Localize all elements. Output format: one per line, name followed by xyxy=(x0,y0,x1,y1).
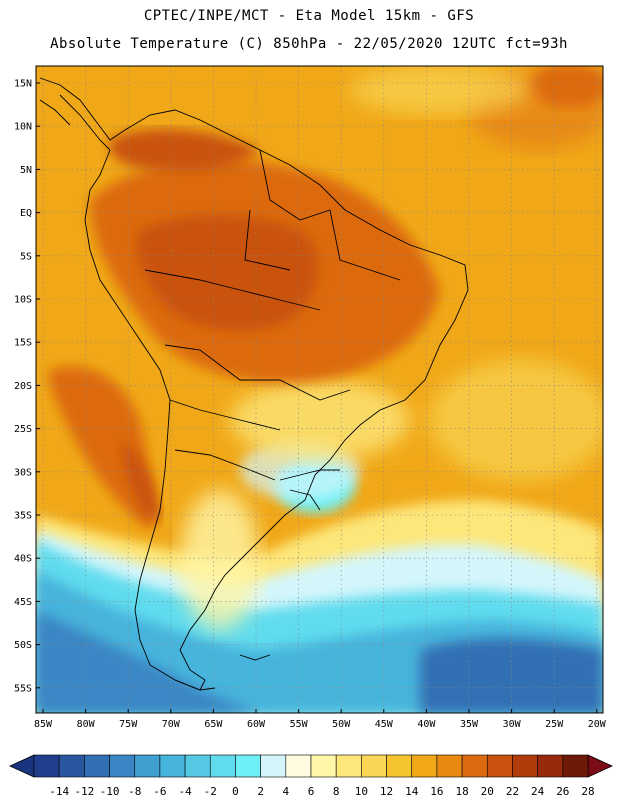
latitude-labels: 15N 10N 5N EQ 5S 10S 15S 20S 25S 30S 35S 40S 45S 50S 5… xyxy=(14,79,40,694)
colorbar-swatch xyxy=(159,754,186,778)
colorbar-swatch xyxy=(235,754,261,778)
temperature-field xyxy=(36,66,603,713)
lon-label: 30W xyxy=(503,719,522,730)
colorbar-label: 28 xyxy=(581,785,594,798)
colorbar-label: -14 xyxy=(49,785,69,798)
lat-label: 35S xyxy=(14,511,32,522)
lat-label: 55S xyxy=(14,683,32,694)
lon-label: 45W xyxy=(375,719,394,730)
lon-label: 55W xyxy=(290,719,309,730)
colorbar-label: -4 xyxy=(178,785,192,798)
colorbar-swatch xyxy=(184,754,211,778)
colorbar-swatch xyxy=(537,754,564,778)
lat-label: 10S xyxy=(14,295,32,306)
lon-label: 25W xyxy=(545,719,564,730)
lon-label: 35W xyxy=(460,719,479,730)
lat-label: 15S xyxy=(14,338,32,349)
colorbar-labels: -14 -12 -10 -8 -6 -4 -2 0 2 4 6 8 10 12 14 16 18 20 22 24 26… xyxy=(49,785,594,798)
lat-label: 45S xyxy=(14,597,32,608)
lat-label: 5N xyxy=(20,165,32,176)
title-line-1: CPTEC/INPE/MCT - Eta Model 15km - GFS xyxy=(143,8,475,24)
lat-label: 20S xyxy=(14,381,32,392)
colorbar-label: 22 xyxy=(506,785,519,798)
colorbar-under-triangle xyxy=(9,754,35,778)
map-frame xyxy=(35,65,604,714)
lon-label: 85W xyxy=(34,719,53,730)
lon-label: 20W xyxy=(588,719,607,730)
lat-label: 25S xyxy=(14,424,32,435)
colorbar-label: -12 xyxy=(74,785,94,798)
colorbar-swatch xyxy=(461,754,488,778)
lat-label: 40S xyxy=(14,554,32,565)
lon-label: 60W xyxy=(247,719,266,730)
coastlines xyxy=(39,77,469,691)
colorbar-swatch xyxy=(84,754,110,778)
colorbar-swatch xyxy=(285,754,312,778)
lon-label: 75W xyxy=(119,719,138,730)
colorbar-swatch xyxy=(486,754,513,778)
colorbar-label: 20 xyxy=(481,785,494,798)
colorbar-swatch xyxy=(109,754,136,778)
colorbar-label: 12 xyxy=(380,785,393,798)
lat-label: 5S xyxy=(20,251,32,262)
colorbar-swatch xyxy=(209,754,236,778)
colorbar-label: 18 xyxy=(455,785,468,798)
colorbar-swatch xyxy=(33,754,60,778)
colorbar-label: -6 xyxy=(153,785,166,798)
colorbar-label: 2 xyxy=(257,785,264,798)
lon-label: 80W xyxy=(77,719,96,730)
colorbar-label: 6 xyxy=(308,785,315,798)
longitude-labels: 85W 80W 75W 70W 65W 60W 55W 50W 45W 40W 35W 30W 25W 2… xyxy=(34,709,607,730)
colorbar-swatch xyxy=(512,754,538,778)
lon-label: 50W xyxy=(332,719,351,730)
colorbar-over-triangle xyxy=(587,754,613,778)
colorbar xyxy=(9,754,613,778)
colorbar-swatch xyxy=(411,754,438,778)
colorbar-label: 10 xyxy=(355,785,368,798)
lat-label: 10N xyxy=(14,122,32,133)
colorbar-label: 8 xyxy=(333,785,340,798)
lon-label: 40W xyxy=(417,719,436,730)
colorbar-label: 24 xyxy=(531,785,545,798)
colorbar-swatch xyxy=(562,754,589,778)
colorbar-swatch xyxy=(58,754,85,778)
colorbar-label: -10 xyxy=(100,785,120,798)
colorbar-label: 16 xyxy=(430,785,443,798)
colorbar-label: 26 xyxy=(556,785,569,798)
lat-label: EQ xyxy=(20,208,32,219)
colorbar-label: -8 xyxy=(128,785,141,798)
colorbar-swatch xyxy=(134,754,161,778)
lat-label: 15N xyxy=(14,79,32,90)
lon-label: 70W xyxy=(162,719,181,730)
title-line-2: Absolute Temperature (C) 850hPa - 22/05/… xyxy=(50,36,568,52)
colorbar-label: -2 xyxy=(204,785,217,798)
colorbar-swatch xyxy=(260,754,287,778)
colorbar-label: 4 xyxy=(283,785,290,798)
colorbar-swatch xyxy=(335,754,362,778)
lat-label: 30S xyxy=(14,467,32,478)
colorbar-swatch xyxy=(310,754,337,778)
lon-label: 65W xyxy=(204,719,223,730)
colorbar-swatch xyxy=(436,754,463,778)
colorbar-label: 14 xyxy=(405,785,419,798)
lat-label: 50S xyxy=(14,640,32,651)
colorbar-swatch xyxy=(361,754,387,778)
colorbar-swatch xyxy=(386,754,413,778)
colorbar-label: 0 xyxy=(232,785,239,798)
